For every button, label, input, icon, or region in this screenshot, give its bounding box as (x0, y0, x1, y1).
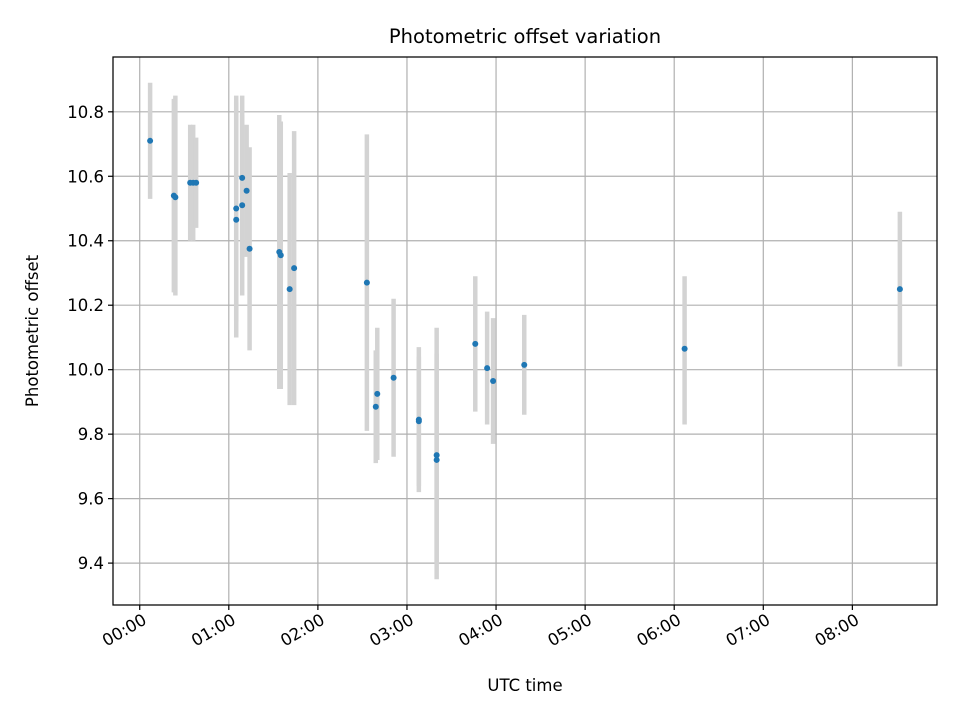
data-point (172, 194, 179, 201)
y-tick-label: 9.6 (78, 490, 104, 509)
data-point (243, 187, 250, 194)
y-tick-label: 10.6 (67, 167, 104, 186)
data-point (193, 179, 200, 186)
data-point (363, 279, 370, 286)
y-tick-label: 10.4 (67, 232, 104, 251)
data-point (372, 403, 379, 410)
data-point (233, 205, 240, 212)
data-point (239, 202, 246, 209)
plot-frame (112, 56, 938, 606)
data-point (246, 245, 253, 252)
data-point (896, 286, 903, 293)
y-tick-label: 9.4 (78, 554, 104, 573)
data-point (490, 377, 497, 384)
data-point (277, 252, 284, 259)
data-point (291, 265, 298, 272)
y-axis-label: Photometric offset (23, 254, 42, 407)
data-point (374, 390, 381, 397)
data-points (147, 137, 903, 463)
data-point (433, 452, 440, 459)
data-point (472, 340, 479, 347)
data-point (521, 361, 528, 368)
y-tick-label: 10.2 (67, 296, 104, 315)
data-point (147, 137, 154, 144)
data-point (415, 418, 422, 425)
chart-title: Photometric offset variation (389, 25, 661, 48)
y-tick-label: 9.8 (78, 425, 104, 444)
data-point (286, 286, 293, 293)
data-point (239, 174, 246, 181)
data-point (233, 216, 240, 223)
data-point (681, 345, 688, 352)
data-point (484, 365, 491, 372)
y-tick-label: 10.8 (67, 103, 104, 122)
data-point (390, 374, 397, 381)
x-axis-label: UTC time (487, 676, 562, 695)
y-tick-label: 10.0 (67, 361, 104, 380)
data-point (433, 456, 440, 463)
